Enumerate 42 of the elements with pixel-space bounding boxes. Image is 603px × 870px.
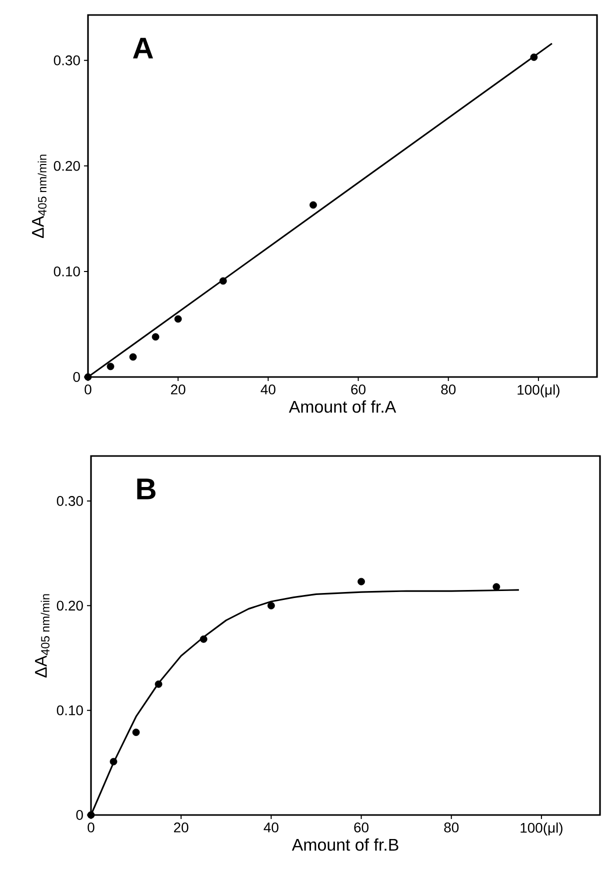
y-tick-label: 0.20 — [56, 600, 83, 611]
y-tick-label: 0.20 — [54, 160, 80, 171]
y-tick-label: 0.30 — [54, 55, 80, 66]
y-axis-title: ΔA$_{405 nm/min}$ — [35, 594, 50, 678]
point — [358, 578, 365, 586]
point — [132, 728, 140, 736]
x-axis-title: Amount of fr.A — [288, 400, 396, 413]
y-axis-title: ΔA$_{405 nm/min}$ — [32, 154, 46, 238]
x-tick-label: 20 — [174, 822, 188, 832]
point — [200, 635, 208, 643]
y-tick-label: 0.10 — [56, 705, 83, 716]
x-axis-title: Amount of fr.B — [292, 838, 398, 851]
text: A — [132, 38, 154, 58]
x-tick-label: 40 — [260, 384, 276, 394]
point — [152, 333, 160, 341]
x-tick-label: 80 — [441, 384, 456, 394]
point — [84, 373, 92, 381]
y-tick-label: 0.10 — [54, 266, 80, 276]
point — [267, 602, 275, 610]
x-tick-label: 60 — [354, 822, 368, 832]
point — [106, 362, 114, 370]
y-tick-label: 0 — [76, 810, 83, 820]
x-tick-label: 40 — [264, 822, 278, 832]
text: B — [137, 478, 156, 500]
y-tick-label: 0 — [73, 372, 80, 382]
x-tick-label: 0 — [84, 384, 92, 394]
x-tick-label: 100(μl) — [518, 384, 560, 398]
point — [492, 583, 500, 591]
point — [219, 277, 227, 285]
point — [110, 758, 118, 766]
point — [310, 201, 317, 209]
x-tick-label: 20 — [171, 384, 186, 394]
point — [530, 54, 538, 61]
point — [129, 353, 137, 361]
y-tick-label: 0.30 — [56, 496, 83, 506]
x-tick-label: 100(μl) — [520, 822, 562, 836]
x-tick-label: 0 — [88, 822, 94, 832]
point — [154, 680, 162, 688]
x-tick-label: 60 — [351, 384, 366, 394]
point — [174, 315, 182, 323]
point — [87, 811, 95, 819]
x-tick-label: 80 — [444, 822, 459, 832]
